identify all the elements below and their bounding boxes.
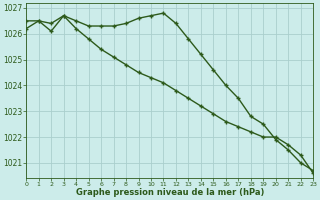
X-axis label: Graphe pression niveau de la mer (hPa): Graphe pression niveau de la mer (hPa) [76, 188, 264, 197]
